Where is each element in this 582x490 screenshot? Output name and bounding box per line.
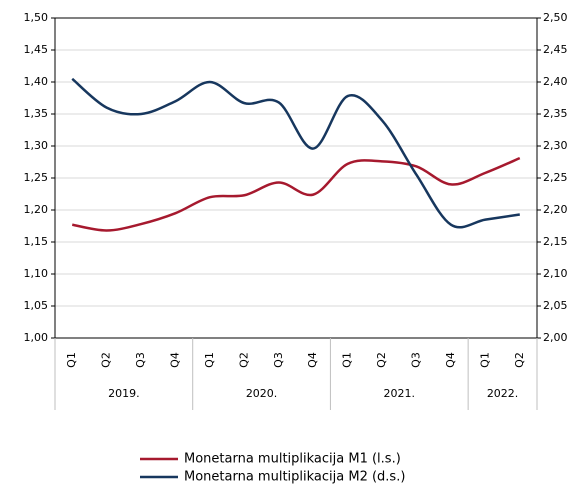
legend-label: Monetarna multiplikacija M2 (d.s.) (184, 470, 405, 485)
y-tick-label: 1,45 (24, 43, 49, 56)
y-tick-label: 1,30 (24, 139, 49, 152)
y2-tick-label: 2,25 (543, 171, 568, 184)
x-group-label: 2021. (384, 387, 416, 400)
y2-tick-label: 2,40 (543, 75, 568, 88)
y-tick-label: 1,50 (24, 11, 49, 24)
x-tick-label: Q4 (444, 352, 457, 368)
x-tick-label: Q2 (513, 352, 526, 368)
x-tick-label: Q1 (65, 352, 78, 368)
x-tick-label: Q4 (306, 352, 319, 368)
y2-tick-label: 2,20 (543, 203, 568, 216)
x-tick-label: Q3 (410, 352, 423, 368)
y2-tick-label: 2,30 (543, 139, 568, 152)
y-tick-label: 1,10 (24, 267, 49, 280)
y2-tick-label: 2,10 (543, 267, 568, 280)
y-tick-label: 1,15 (24, 235, 49, 248)
legend-label: Monetarna multiplikacija M1 (l.s.) (184, 452, 401, 467)
x-group-label: 2019. (108, 387, 140, 400)
x-tick-label: Q1 (203, 352, 216, 368)
y-tick-label: 1,00 (24, 331, 49, 344)
y2-tick-label: 2,00 (543, 331, 568, 344)
y2-tick-label: 2,35 (543, 107, 568, 120)
x-tick-label: Q1 (478, 352, 491, 368)
x-tick-label: Q3 (134, 352, 147, 368)
x-tick-label: Q2 (375, 352, 388, 368)
x-tick-label: Q4 (169, 352, 182, 368)
y-tick-label: 1,25 (24, 171, 49, 184)
x-group-label: 2020. (246, 387, 278, 400)
y2-tick-label: 2,50 (543, 11, 568, 24)
y2-tick-label: 2,05 (543, 299, 568, 312)
y-tick-label: 1,40 (24, 75, 49, 88)
y-tick-label: 1,20 (24, 203, 49, 216)
series-line (71, 157, 521, 232)
y-tick-label: 1,05 (24, 299, 49, 312)
x-tick-label: Q2 (100, 352, 113, 368)
y2-tick-label: 2,15 (543, 235, 568, 248)
y2-tick-label: 2,45 (543, 43, 568, 56)
x-tick-label: Q1 (341, 352, 354, 368)
x-tick-label: Q3 (272, 352, 285, 368)
plot-frame (54, 17, 538, 339)
x-group-label: 2022. (487, 387, 519, 400)
series-line (71, 77, 520, 229)
y-tick-label: 1,35 (24, 107, 49, 120)
x-tick-label: Q2 (237, 352, 250, 368)
